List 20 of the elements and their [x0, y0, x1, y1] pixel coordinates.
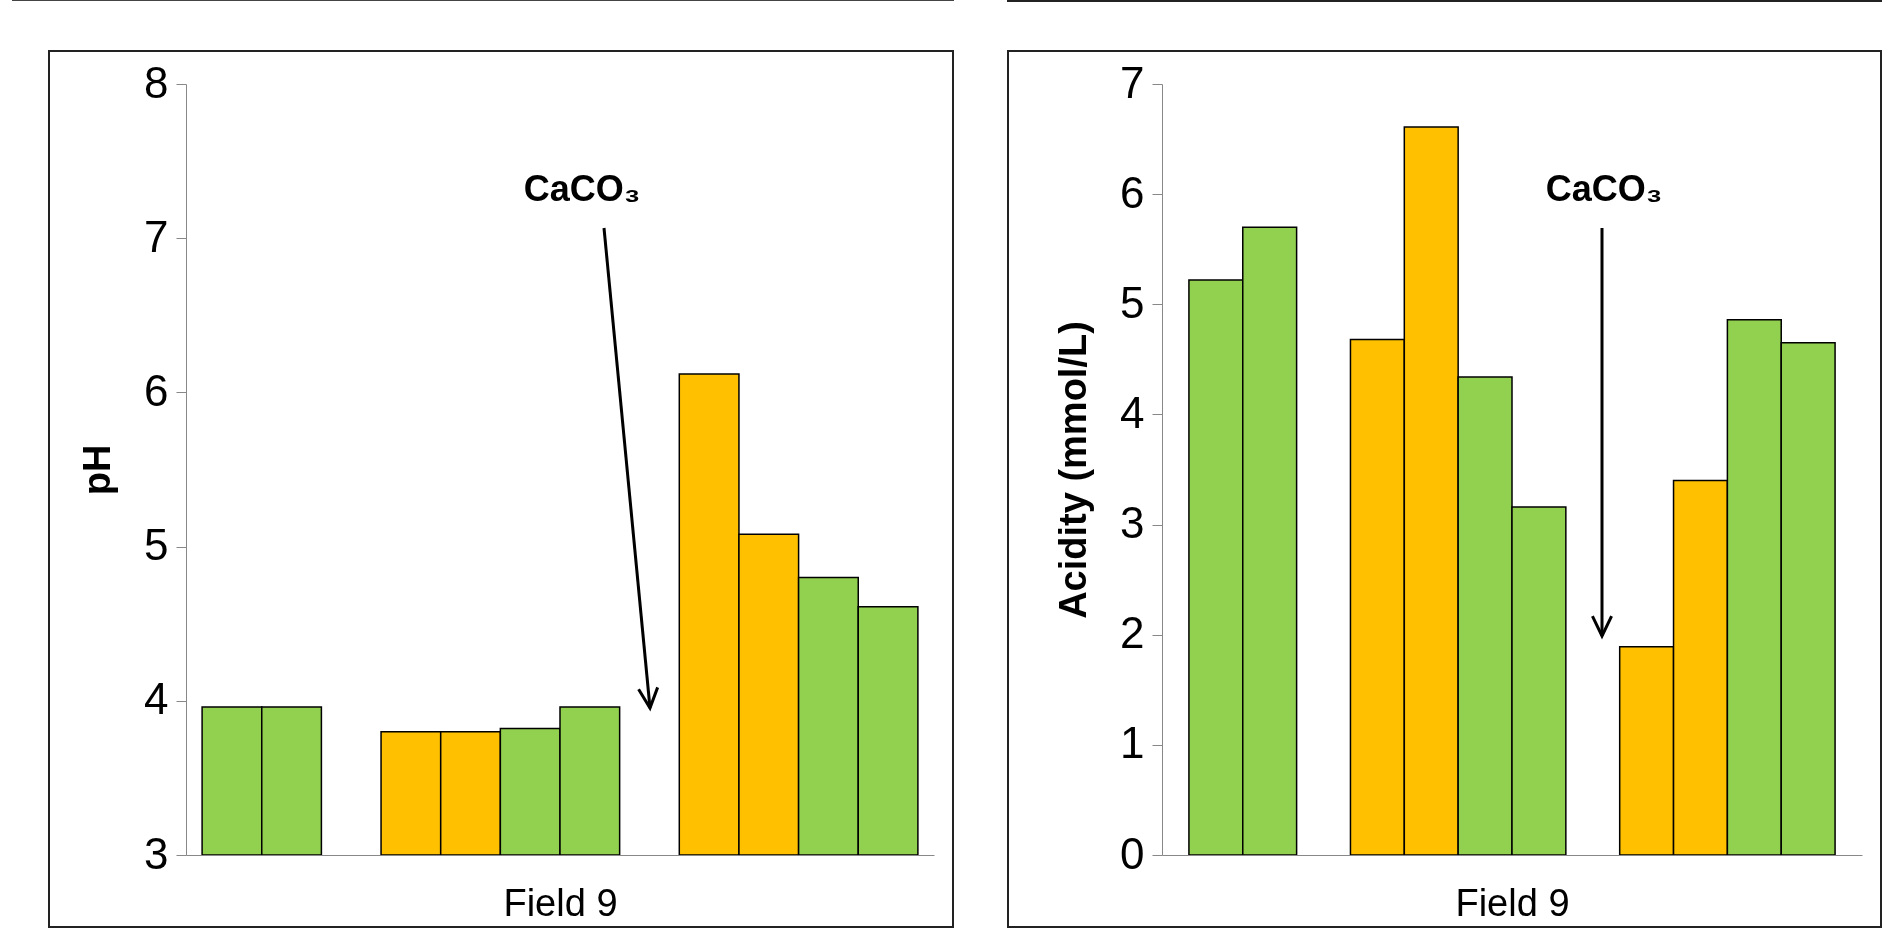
y-tick-label: 6 — [144, 365, 169, 415]
y-tick-label: 7 — [1120, 57, 1145, 107]
x-axis-title: Field 9 — [1455, 881, 1570, 924]
y-tick-label: 6 — [1120, 167, 1145, 217]
y-tick-label: 3 — [1120, 498, 1145, 548]
y-tick-label: 5 — [1120, 277, 1145, 327]
y-tick-label: 2 — [1120, 608, 1145, 658]
x-axis-title: Field 9 — [503, 881, 618, 924]
annotation: CaCO₃ — [523, 168, 641, 210]
annotation: CaCO₃ — [1545, 168, 1663, 210]
y-tick-label: 5 — [144, 520, 169, 570]
y-tick-label: 7 — [144, 211, 169, 261]
y-tick-label: 1 — [1120, 718, 1145, 768]
y-tick-label: 4 — [144, 674, 169, 724]
y-tick-label: 0 — [1120, 828, 1145, 878]
y-tick-label: 8 — [144, 57, 169, 107]
y-axis-title: Acidity (mmol/L) — [1052, 321, 1095, 619]
y-axis-title: pH — [76, 444, 119, 496]
y-tick-label: 3 — [144, 828, 169, 878]
y-tick-label: 4 — [1120, 387, 1145, 437]
